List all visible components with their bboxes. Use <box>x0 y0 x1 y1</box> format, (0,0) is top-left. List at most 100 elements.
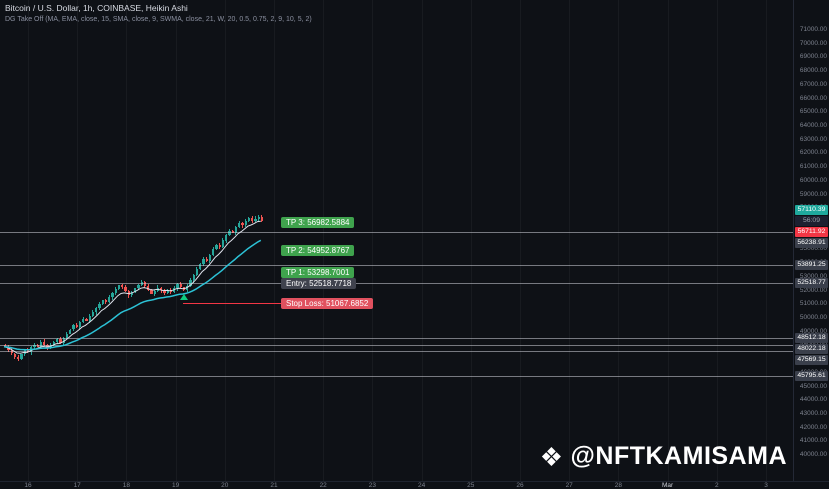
candle <box>82 318 85 322</box>
time-axis-label[interactable]: 28 <box>614 482 623 489</box>
price-tick-label: 62000.00 <box>799 149 827 157</box>
watermark-handle: @NFTKAMISAMA <box>570 442 787 470</box>
price-tick-label: 49000.00 <box>799 327 827 335</box>
candle <box>221 240 225 247</box>
candle <box>208 254 212 261</box>
horizontal-price-line <box>0 264 793 266</box>
candle <box>218 244 221 247</box>
candle <box>56 339 59 342</box>
candle <box>20 354 23 359</box>
level-price-badge: 45795.61 <box>795 370 828 381</box>
trade-label-sl: Stop Loss: 51067.6852 <box>281 297 374 309</box>
candle <box>127 291 130 296</box>
level-price-badge: 52518.77 <box>795 278 828 289</box>
time-axis-label[interactable]: 20 <box>221 482 229 489</box>
time-axis-label[interactable]: 17 <box>73 482 81 489</box>
time-axis-label[interactable]: 16 <box>24 482 32 489</box>
candle <box>173 288 176 292</box>
time-axis-label[interactable]: 3 <box>764 482 768 489</box>
chart-pane[interactable]: Bitcoin / U.S. Dollar, 1h, COINBASE, Hei… <box>0 0 793 481</box>
horizontal-price-line <box>0 338 793 340</box>
candle <box>78 322 82 327</box>
candle <box>166 289 169 294</box>
grid-line-vertical <box>323 0 325 481</box>
candle <box>7 346 10 351</box>
candle <box>205 259 208 262</box>
candle <box>17 357 20 360</box>
candle <box>108 297 111 303</box>
candle <box>130 292 134 296</box>
candle <box>251 217 254 222</box>
time-axis-label[interactable]: 19 <box>171 482 180 489</box>
candle <box>85 318 88 321</box>
horizontal-price-line <box>0 345 793 346</box>
candle <box>225 235 228 241</box>
price-tick-label: 51000.00 <box>799 300 827 308</box>
candle <box>101 300 104 305</box>
candle <box>121 285 124 288</box>
candle <box>114 289 117 294</box>
candle <box>75 325 78 327</box>
price-tick-label: 65000.00 <box>799 108 827 116</box>
price-tick-label: 52000.00 <box>799 286 827 294</box>
buy-signal-marker <box>179 294 188 300</box>
grid-line-vertical <box>372 0 374 481</box>
candle <box>65 333 69 338</box>
bar-countdown-badge: 56:09 <box>795 216 828 227</box>
time-axis-label[interactable]: 26 <box>516 482 524 489</box>
candle <box>147 285 150 290</box>
price-tick-label: 64000.00 <box>799 122 827 129</box>
candle <box>257 216 260 219</box>
price-tick-label: 40000.00 <box>799 451 827 458</box>
candle <box>169 289 173 292</box>
time-axis-label[interactable]: 22 <box>319 482 327 489</box>
grid-line-vertical <box>470 0 472 481</box>
price-tick-label: 44000.00 <box>799 396 827 404</box>
brand-diamonds-icon: ❖ <box>539 441 564 472</box>
candle <box>179 284 182 287</box>
price-tick-label: 45000.00 <box>799 382 827 390</box>
price-tick-label: 60000.00 <box>799 176 827 184</box>
price-tick-label: 42000.00 <box>799 423 827 431</box>
time-axis-label[interactable]: 27 <box>565 482 573 489</box>
grid-line-vertical <box>716 0 718 481</box>
candle <box>163 290 166 294</box>
level-price-badge: 56238.91 <box>795 238 828 249</box>
candle <box>215 244 218 250</box>
price-axis[interactable]: 71000.00 70000.00 69000.00 68000.00 67000.00… <box>793 0 829 481</box>
grid-line-vertical <box>421 0 423 481</box>
time-axis-label[interactable]: 25 <box>467 482 475 489</box>
time-axis-label[interactable]: 2 <box>714 482 719 489</box>
time-axis-label[interactable]: Mar <box>661 482 674 489</box>
time-axis-label[interactable]: 21 <box>270 482 278 489</box>
alert-price-badge: 56711.92 <box>795 227 828 238</box>
indicator-title[interactable]: DG Take Off (MA, EMA, close, 15, SMA, cl… <box>5 16 312 23</box>
candle <box>241 223 244 226</box>
horizontal-price-line <box>0 375 793 377</box>
grid-line-vertical <box>766 0 767 481</box>
candle <box>88 315 91 321</box>
time-axis[interactable]: 16 17 18 19 20 21 22 23 24 25 26 27 28 Mar 2 3 <box>0 481 829 489</box>
time-axis-label[interactable]: 23 <box>368 482 377 489</box>
time-axis-label[interactable]: 18 <box>122 482 131 489</box>
price-tick-label: 68000.00 <box>799 67 827 75</box>
candle <box>212 249 215 255</box>
candle <box>186 285 189 291</box>
candle <box>244 221 247 226</box>
chart-legend: Bitcoin / U.S. Dollar, 1h, COINBASE, Hei… <box>5 3 312 23</box>
watermark: ❖ @NFTKAMISAMA <box>540 442 787 471</box>
price-tick-label: 71000.00 <box>799 26 827 33</box>
time-axis-label[interactable]: 24 <box>417 482 426 489</box>
price-tick-label: 63000.00 <box>799 135 827 143</box>
grid-line-vertical <box>520 0 521 481</box>
level-price-badge: 53891.25 <box>795 259 828 270</box>
price-tick-label: 59000.00 <box>799 190 827 198</box>
level-price-badge: 48512.18 <box>795 333 828 344</box>
horizontal-price-line <box>0 283 793 285</box>
candle <box>69 329 72 334</box>
grid-line-vertical <box>126 0 128 481</box>
price-tick-label: 41000.00 <box>799 437 827 445</box>
symbol-title[interactable]: Bitcoin / U.S. Dollar, 1h, COINBASE, Hei… <box>5 3 188 13</box>
price-tick-label: 55000.00 <box>799 245 827 253</box>
